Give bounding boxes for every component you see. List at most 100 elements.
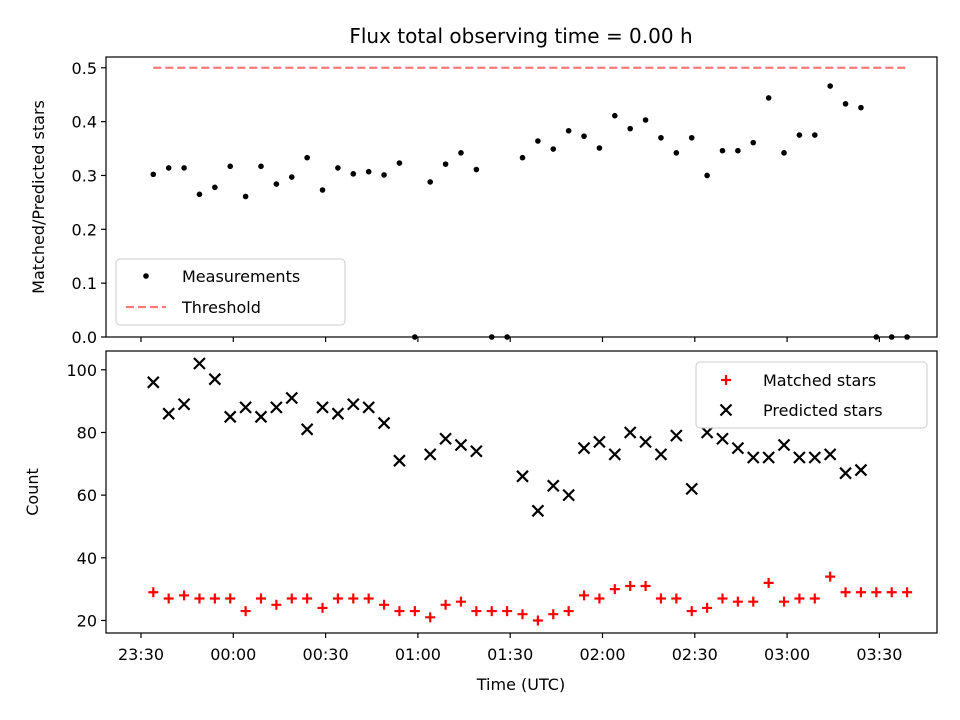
predicted-star-point: [331, 407, 345, 420]
legend-predicted-swatch: [719, 403, 733, 417]
predicted-star-point: [531, 504, 545, 518]
y-tick-label: 20: [77, 611, 97, 630]
top-y-axis-label: Matched/Predicted stars: [29, 100, 48, 294]
matched-star-point: [194, 593, 205, 604]
x-tick-label: 03:00: [764, 645, 810, 664]
x-axis-label: Time (UTC): [476, 675, 565, 694]
measurement-point: [827, 83, 833, 89]
measurement-point: [842, 101, 849, 107]
measurement-point: [673, 150, 680, 156]
predicted-star-point: [716, 432, 729, 446]
matched-star-point: [209, 593, 220, 604]
measurement-point: [473, 166, 480, 173]
matched-star-point: [286, 593, 297, 604]
matched-star-point: [317, 602, 328, 613]
measurement-point: [596, 145, 603, 151]
legend-label: Threshold: [181, 298, 261, 317]
matched-star-point: [748, 596, 759, 607]
x-tick-label: 02:00: [579, 645, 625, 664]
x-tick-label: 03:30: [856, 645, 902, 664]
matched-star-point: [379, 599, 390, 610]
y-tick-label: 0.2: [72, 220, 97, 239]
matched-star-point: [794, 593, 805, 604]
x-tick-label: 00:00: [210, 645, 256, 664]
measurement-point: [258, 163, 264, 170]
matched-star-point: [271, 599, 282, 610]
measurement-point: [704, 172, 710, 179]
matched-star-point: [655, 593, 666, 604]
predicted-star-point: [777, 438, 791, 452]
measurement-point: [796, 132, 803, 138]
y-tick-label: 0.5: [72, 59, 97, 78]
measurement-point: [319, 187, 326, 193]
chart-title: Flux total observing time = 0.00 h: [349, 24, 692, 48]
measurement-point: [642, 117, 649, 123]
matched-star-point: [486, 606, 497, 617]
predicted-star-point: [577, 441, 591, 455]
top-x-ticks: [140, 337, 881, 342]
measurement-point: [550, 146, 557, 152]
top-plot-content: [150, 66, 910, 340]
matched-star-point: [855, 587, 866, 598]
predicted-star-point: [147, 376, 160, 389]
measurement-point: [612, 112, 618, 119]
legend-box: [115, 258, 346, 326]
measurement-point: [627, 125, 633, 132]
matched-star-point: [702, 602, 713, 613]
measurement-point: [688, 134, 695, 141]
bottom-y-axis: 20 40 60 80 100: [66, 361, 106, 630]
measurement-point: [735, 147, 741, 154]
measurement-point: [350, 171, 357, 177]
matched-star-point: [717, 593, 728, 604]
matched-star-point: [779, 596, 790, 607]
measurement-point: [765, 95, 772, 101]
matched-star-point: [302, 593, 313, 604]
measurement-point: [196, 191, 203, 198]
measurement-point: [381, 172, 387, 178]
matched-star-point: [409, 606, 420, 617]
measurement-point: [858, 104, 864, 111]
measurement-point: [273, 181, 280, 187]
legend-measurement-swatch: [143, 273, 149, 279]
matched-star-point: [440, 599, 451, 610]
predicted-star-point: [685, 482, 699, 496]
predicted-star-point: [623, 426, 637, 439]
predicted-star-point: [608, 448, 622, 461]
predicted-star-point: [423, 448, 437, 461]
matched-star-point: [179, 590, 190, 601]
measurement-point: [535, 138, 541, 144]
matched-star-point: [532, 615, 543, 626]
matched-star-point: [163, 593, 174, 604]
matched-star-point: [840, 587, 851, 598]
matched-star-point: [332, 593, 343, 604]
predicted-star-point: [654, 448, 668, 461]
bottom-plot-content: [147, 357, 913, 626]
matched-star-point: [871, 587, 882, 598]
legend-box: [695, 361, 928, 429]
matched-star-point: [609, 584, 620, 595]
measurement-point: [212, 184, 218, 191]
predicted-star-point: [177, 397, 191, 411]
legend-label: Matched stars: [763, 371, 876, 390]
matched-star-point: [348, 593, 359, 604]
y-tick-label: 100: [66, 361, 97, 380]
predicted-star-point: [470, 444, 483, 458]
y-tick-label: 0.4: [72, 113, 97, 132]
y-tick-label: 0.0: [72, 328, 97, 347]
predicted-star-point: [162, 407, 175, 420]
predicted-star-point: [839, 466, 852, 480]
predicted-star-point: [639, 435, 652, 449]
predicted-star-point: [546, 479, 560, 493]
bottom-plot-frame: [105, 350, 938, 634]
predicted-star-point: [393, 454, 406, 467]
x-tick-label: 00:30: [303, 645, 349, 664]
measurement-point: [581, 133, 587, 139]
matched-star-point: [517, 609, 528, 620]
measurement-point: [811, 132, 818, 138]
matched-star-point: [502, 606, 513, 617]
matched-star-point: [594, 593, 605, 604]
matched-star-point: [625, 581, 636, 591]
predicted-star-point: [347, 397, 360, 411]
measurement-point: [335, 165, 341, 171]
